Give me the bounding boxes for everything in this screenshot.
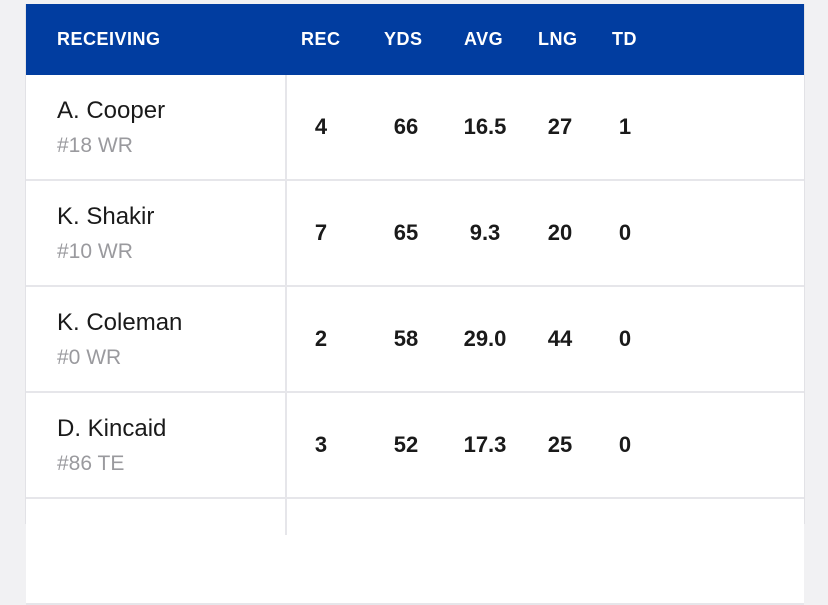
stat-avg: 17.3 (463, 432, 507, 457)
stat-yds: 52 (393, 432, 419, 457)
column-header-receiving[interactable]: RECEIVING (57, 29, 161, 49)
player-number-position: #18 WR (57, 134, 133, 157)
table-row[interactable] (26, 499, 804, 605)
stat-rec: 3 (314, 432, 328, 457)
stat-td: 1 (618, 114, 632, 139)
column-header-rec[interactable]: REC (301, 29, 341, 49)
stat-lng: 27 (547, 114, 573, 139)
receiving-stats-table: RECEIVING REC YDS AVG LNG TD A. Cooper #… (25, 4, 805, 605)
table-row[interactable]: D. Kincaid #86 TE 3 52 17.3 25 0 (26, 393, 804, 499)
player-number-position: #0 WR (57, 346, 122, 369)
stat-yds: 65 (393, 220, 419, 245)
player-number-position: #86 TE (57, 452, 125, 475)
player-name[interactable]: K. Coleman (57, 309, 183, 336)
column-header-td[interactable]: TD (612, 29, 637, 49)
table-row[interactable]: K. Shakir #10 WR 7 65 9.3 20 0 (26, 181, 804, 287)
column-header-avg[interactable]: AVG (464, 29, 504, 49)
stat-td: 0 (618, 432, 632, 457)
stat-lng: 44 (547, 326, 573, 351)
table-row[interactable]: A. Cooper #18 WR 4 66 16.5 27 1 (26, 75, 804, 181)
stat-avg: 16.5 (463, 114, 507, 139)
stat-td: 0 (618, 326, 632, 351)
column-header-yds[interactable]: YDS (384, 29, 423, 49)
column-header-lng[interactable]: LNG (538, 29, 578, 49)
stat-rec: 2 (314, 326, 328, 351)
table-row[interactable]: K. Coleman #0 WR 2 58 29.0 44 0 (26, 287, 804, 393)
table-header: RECEIVING REC YDS AVG LNG TD (26, 4, 804, 75)
stat-yds: 66 (393, 114, 419, 139)
stat-avg: 9.3 (469, 220, 501, 245)
player-number-position: #10 WR (57, 240, 133, 263)
player-name[interactable]: K. Shakir (57, 203, 155, 230)
stat-lng: 25 (547, 432, 573, 457)
player-name[interactable]: D. Kincaid (57, 415, 167, 442)
stat-rec: 7 (314, 220, 328, 245)
stat-rec: 4 (314, 114, 328, 139)
column-divider (285, 75, 287, 535)
stat-td: 0 (618, 220, 632, 245)
stat-lng: 20 (547, 220, 573, 245)
player-name[interactable]: A. Cooper (57, 97, 166, 124)
stat-avg: 29.0 (463, 326, 507, 351)
stat-yds: 58 (393, 326, 419, 351)
